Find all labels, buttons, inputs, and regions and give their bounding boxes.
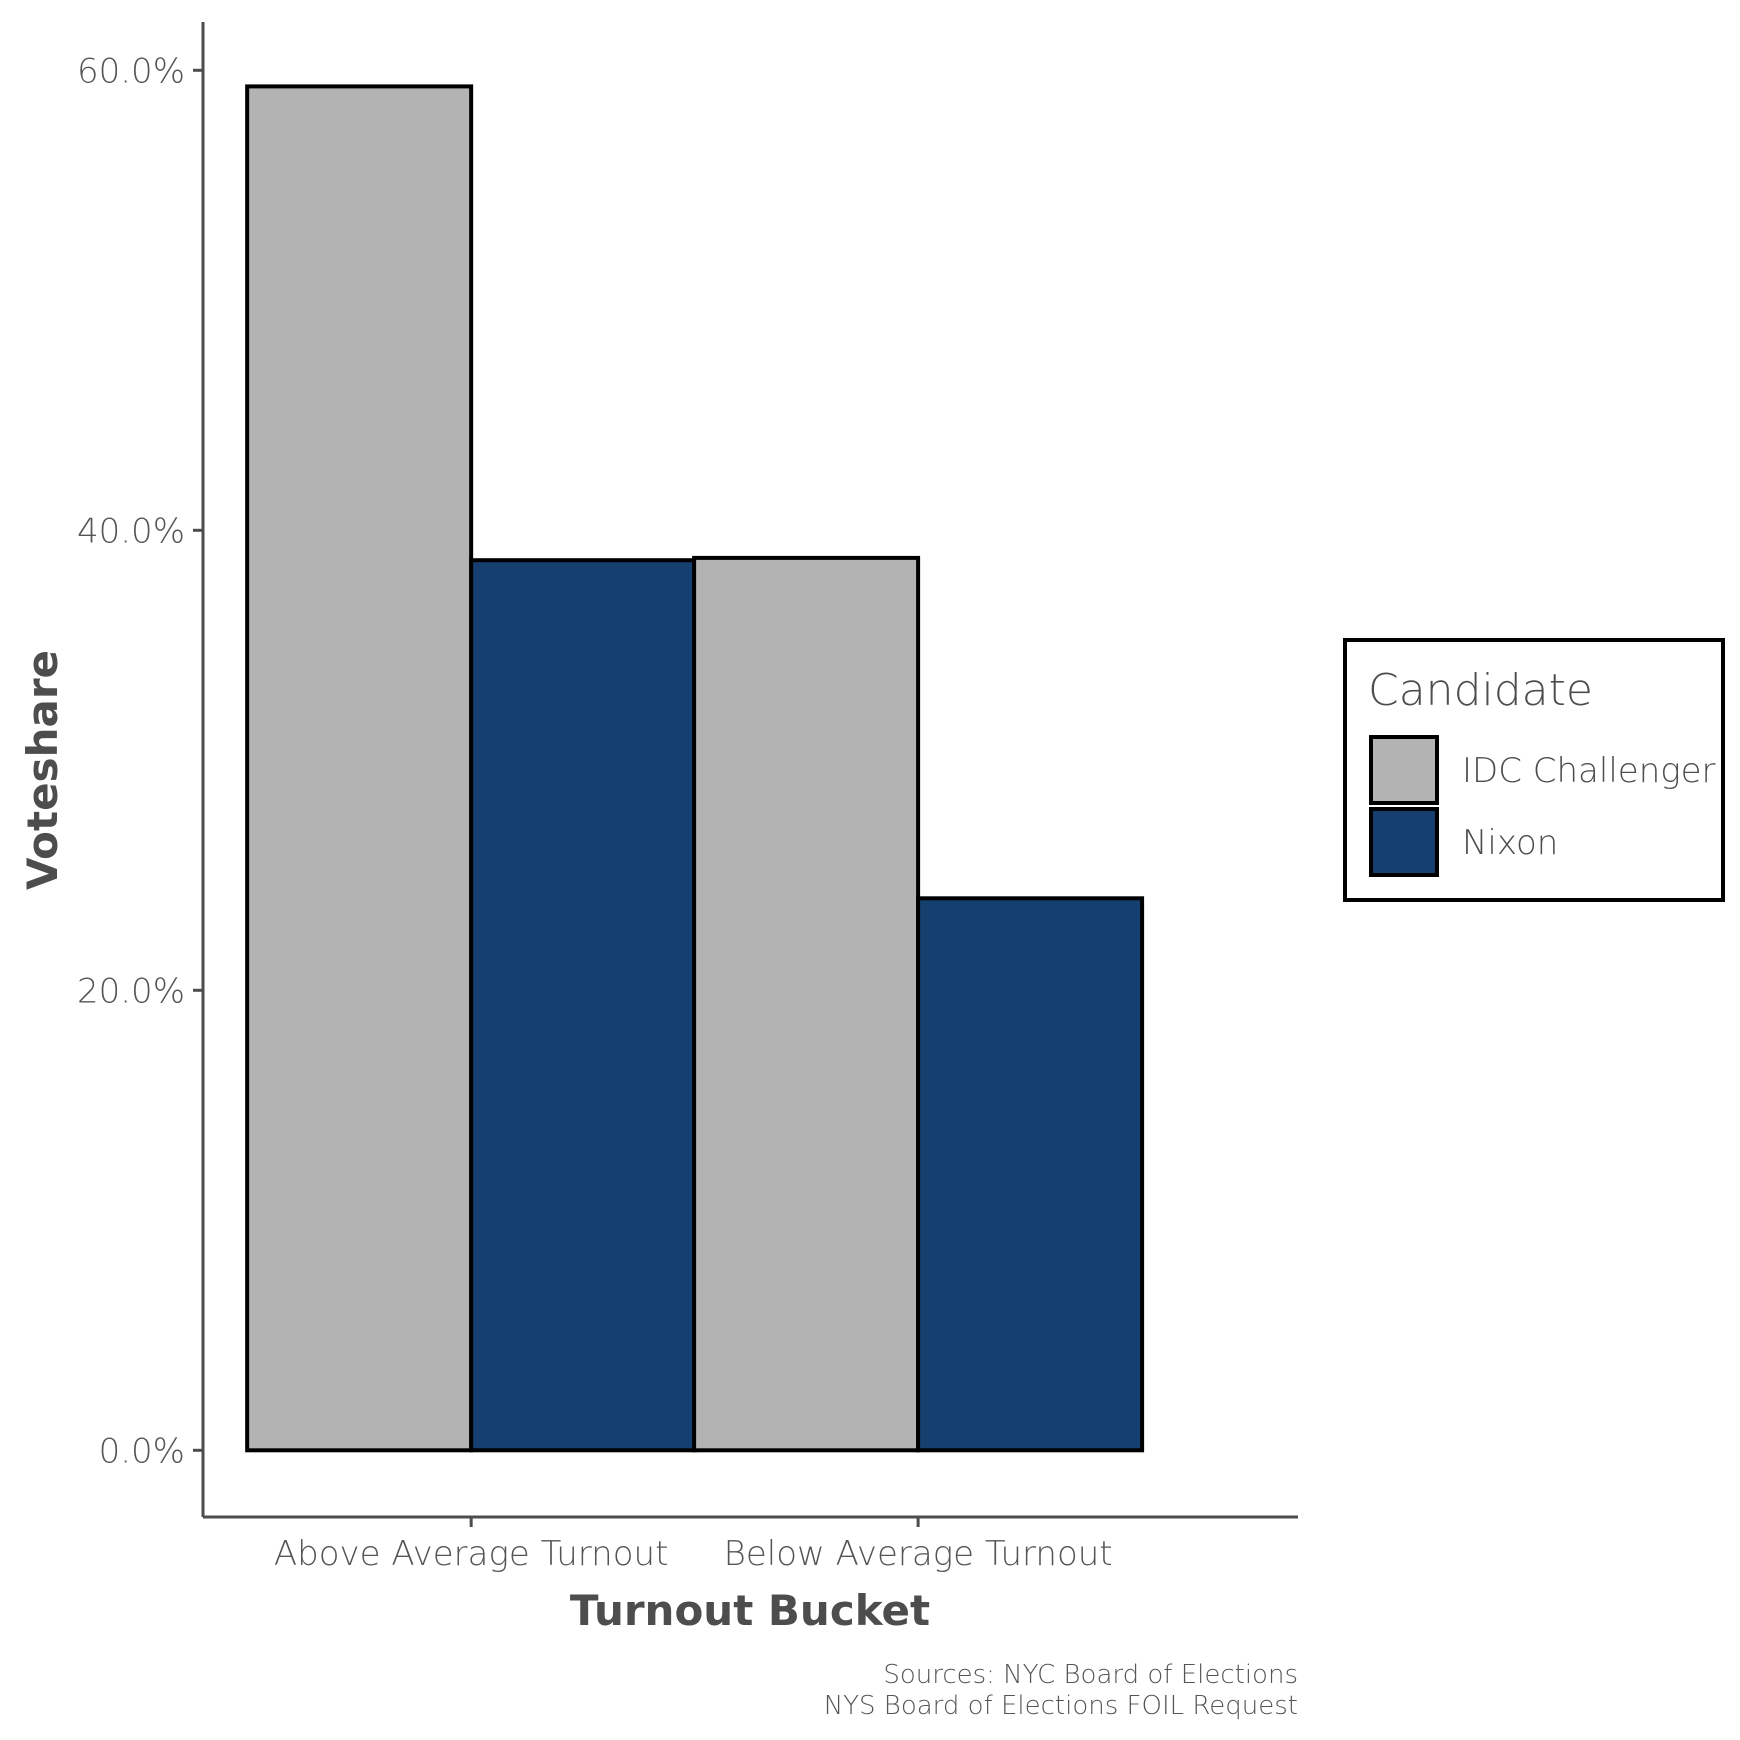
bar-idc-challenger: [692, 555, 921, 1453]
x-tick-label: Below Average Turnout: [724, 1534, 1113, 1574]
caption-line-2: NYS Board of Elections FOIL Request: [824, 1691, 1298, 1721]
caption-line-1: Sources: NYC Board of Elections: [883, 1660, 1298, 1690]
bars-layer: [245, 84, 1145, 1453]
legend-label: Nixon: [1462, 823, 1558, 863]
axes-layer: 0.0% 20.0% 40.0% 60.0% Above Average Turnou…: [77, 22, 1298, 1574]
y-tick-label: 20.0%: [77, 971, 185, 1011]
x-ticks: Above Average Turnout Below Average Turno…: [274, 1517, 1113, 1574]
y-tick-label: 0.0%: [99, 1431, 185, 1471]
legend-key: [1369, 807, 1439, 877]
legend: Candidate IDC Challenger Nixon: [1343, 638, 1725, 902]
x-axis-title: Turnout Bucket: [570, 1586, 930, 1635]
x-tick-label: Above Average Turnout: [274, 1534, 669, 1574]
bar-idc-challenger: [245, 84, 474, 1453]
y-tick-label: 40.0%: [77, 511, 185, 551]
y-tick-label: 60.0%: [77, 51, 185, 91]
legend-title: Candidate: [1368, 665, 1593, 716]
y-ticks: 0.0% 20.0% 40.0% 60.0%: [77, 51, 203, 1471]
bar-nixon: [916, 896, 1145, 1453]
y-axis-title: Voteshare: [18, 650, 67, 890]
legend-items: IDC Challenger Nixon: [1369, 735, 1716, 877]
legend-label: IDC Challenger: [1462, 751, 1716, 791]
legend-key: [1369, 735, 1439, 805]
bar-nixon: [469, 558, 698, 1453]
